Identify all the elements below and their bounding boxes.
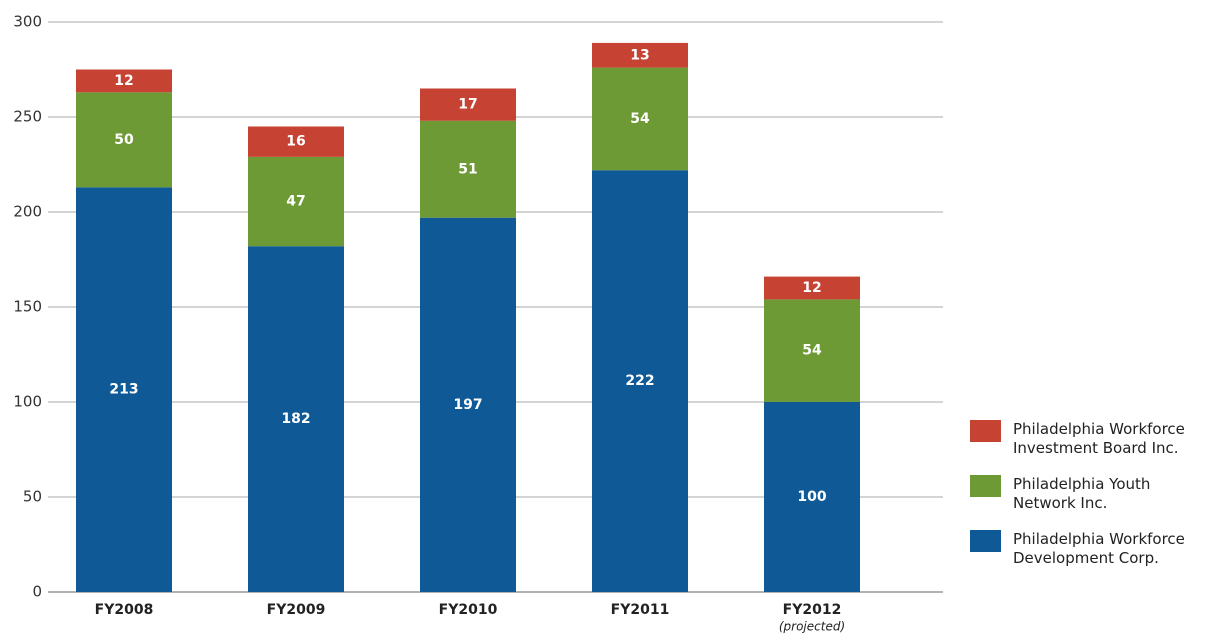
legend-item: Philadelphia Youth Network Inc. bbox=[970, 475, 1206, 513]
y-tick-label: 150 bbox=[13, 298, 42, 316]
legend-item: Philadelphia Workforce Development Corp. bbox=[970, 530, 1206, 568]
bar-segment bbox=[420, 120, 516, 218]
y-tick-label: 0 bbox=[32, 583, 42, 601]
value-label: 213 bbox=[109, 382, 138, 398]
y-tick-label: 300 bbox=[13, 13, 42, 31]
bar-segment bbox=[764, 402, 860, 592]
legend-label: Philadelphia Workforce Development Corp. bbox=[1013, 530, 1185, 567]
value-label: 16 bbox=[286, 134, 305, 150]
value-label: 51 bbox=[458, 161, 477, 177]
bar-segment bbox=[248, 126, 344, 157]
y-tick-label: 50 bbox=[23, 488, 42, 506]
value-label: 54 bbox=[802, 343, 822, 359]
legend: Philadelphia Workforce Investment Board … bbox=[970, 420, 1206, 585]
bar-segment bbox=[420, 217, 516, 592]
bar-segment bbox=[764, 299, 860, 402]
x-tick-label: FY2009 bbox=[267, 602, 326, 618]
bar-segment bbox=[592, 67, 688, 171]
bar-segment bbox=[248, 246, 344, 592]
bar-segment bbox=[764, 276, 860, 300]
value-label: 13 bbox=[630, 47, 649, 63]
x-tick-label: FY2011 bbox=[611, 602, 670, 618]
value-label: 222 bbox=[625, 373, 654, 389]
value-label: 50 bbox=[114, 132, 134, 148]
chart: 0 50 100 150 200 250 300 213 50 12 FY2008 182 47 16 FY… bbox=[13, 13, 943, 634]
legend-swatch bbox=[970, 475, 1001, 497]
y-tick-label: 100 bbox=[13, 393, 42, 411]
value-label: 54 bbox=[630, 111, 650, 127]
x-tick-label: FY2012 bbox=[783, 602, 842, 618]
value-label: 197 bbox=[453, 397, 482, 413]
value-label: 47 bbox=[286, 194, 305, 210]
bar-segment bbox=[248, 156, 344, 247]
y-tick-label: 200 bbox=[13, 203, 42, 221]
bar-segment bbox=[76, 69, 172, 93]
bar-segment bbox=[592, 42, 688, 68]
x-tick-label: FY2008 bbox=[95, 602, 154, 618]
x-tick-label: FY2010 bbox=[439, 602, 498, 618]
legend-item: Philadelphia Workforce Investment Board … bbox=[970, 420, 1206, 458]
value-label: 12 bbox=[114, 73, 133, 89]
y-tick-label: 250 bbox=[13, 108, 42, 126]
value-label: 17 bbox=[458, 97, 477, 113]
legend-label: Philadelphia Youth Network Inc. bbox=[1013, 475, 1151, 512]
legend-label: Philadelphia Workforce Investment Board … bbox=[1013, 420, 1185, 457]
value-label: 182 bbox=[281, 411, 310, 427]
legend-swatch bbox=[970, 530, 1001, 552]
value-label: 100 bbox=[797, 489, 826, 505]
legend-swatch bbox=[970, 420, 1001, 442]
bar-segment bbox=[76, 92, 172, 188]
bar-segment bbox=[592, 170, 688, 592]
bar-segment bbox=[76, 187, 172, 593]
value-label: 12 bbox=[802, 280, 821, 296]
bar-segment bbox=[420, 88, 516, 121]
x-tick-note: (projected) bbox=[779, 620, 845, 634]
